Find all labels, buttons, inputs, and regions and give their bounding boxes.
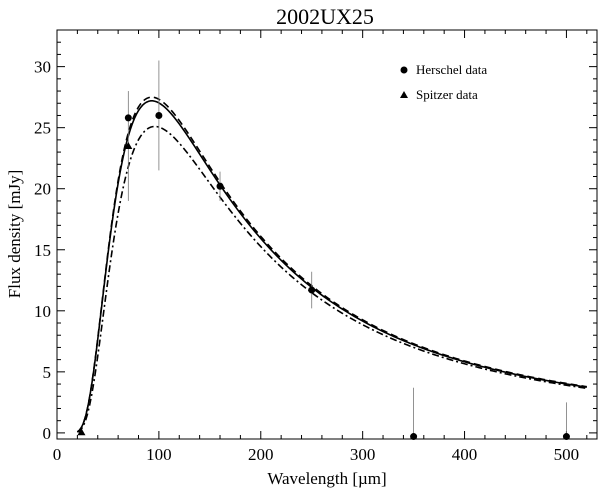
- legend: Herschel data Spitzer data: [400, 62, 487, 102]
- model-curves: [76, 96, 587, 433]
- y-tick-label: 10: [34, 302, 51, 321]
- x-axis-label: Wavelength [µm]: [267, 469, 386, 488]
- legend-label: Spitzer data: [416, 87, 478, 102]
- x-tick-label: 300: [350, 445, 376, 464]
- herschel-point: [308, 286, 316, 294]
- spitzer-point: [77, 428, 86, 436]
- spitzer-point: [124, 141, 133, 149]
- y-tick-label: 25: [34, 119, 51, 138]
- y-tick-label: 20: [34, 180, 51, 199]
- data-points: [77, 111, 570, 441]
- model-curve-dashed: [76, 96, 587, 433]
- legend-circle-marker: [400, 66, 408, 74]
- axis-ticks: 0 100 200 300 400 500 0 5 10 15 20 25 30: [34, 30, 597, 464]
- y-tick-label: 30: [34, 58, 51, 77]
- legend-label: Herschel data: [416, 62, 487, 77]
- x-tick-label: 500: [554, 445, 580, 464]
- legend-triangle-marker: [400, 91, 408, 98]
- y-tick-label: 15: [34, 241, 51, 260]
- y-axis-label: Flux density [mJy]: [5, 170, 24, 298]
- herschel-point: [124, 114, 132, 122]
- plot-frame: [56, 29, 598, 440]
- x-tick-label: 400: [452, 445, 478, 464]
- herschel-point: [410, 433, 418, 441]
- x-tick-label: 200: [248, 445, 274, 464]
- model-curve-solid: [76, 100, 587, 433]
- herschel-point: [562, 433, 570, 441]
- model-curve-dash-dot: [76, 125, 587, 433]
- error-bars: [81, 60, 567, 437]
- chart-title: 2002UX25: [276, 4, 374, 29]
- x-tick-label: 0: [53, 445, 62, 464]
- herschel-point: [155, 111, 163, 119]
- x-tick-label: 100: [146, 445, 172, 464]
- herschel-point: [216, 182, 224, 190]
- y-tick-label: 0: [43, 424, 52, 443]
- y-tick-label: 5: [43, 363, 52, 382]
